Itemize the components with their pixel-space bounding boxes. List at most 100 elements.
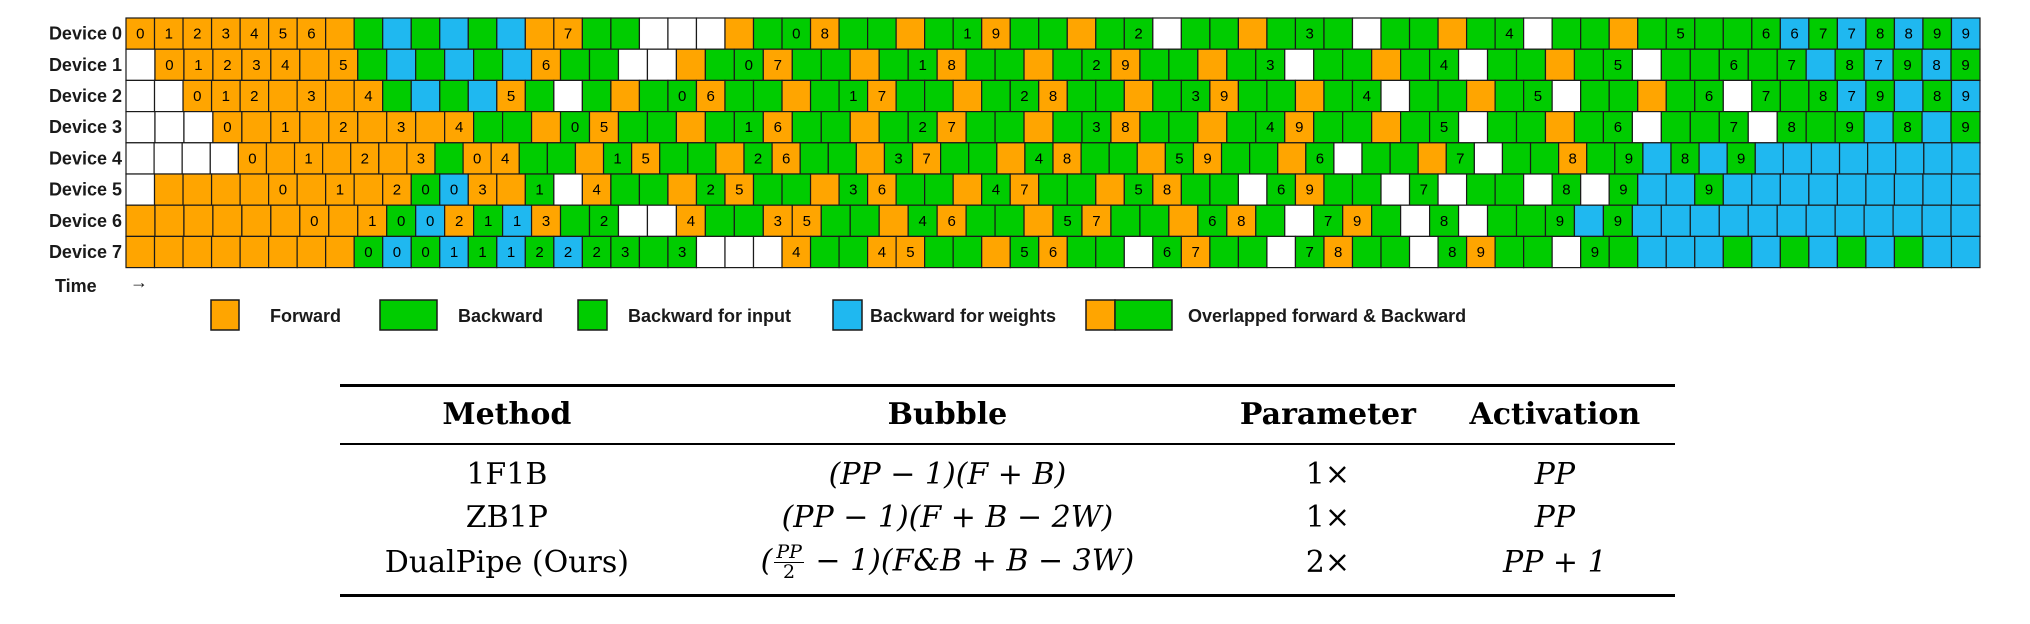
forward-cell (154, 204, 185, 237)
backward-weights-cell (1863, 48, 1894, 82)
empty-cell (1457, 204, 1489, 237)
microbatch-label: 4 (1035, 150, 1043, 167)
backward-cell (1255, 110, 1286, 144)
backward-cell (952, 235, 983, 269)
bubble-fraction-numerator: PP (774, 541, 804, 563)
device-label: Device 3 (49, 117, 122, 137)
backward-cell (1573, 48, 1605, 82)
empty-cell (1631, 110, 1662, 144)
backward-cell (965, 204, 996, 237)
backward-cell (1486, 204, 1518, 237)
microbatch-label: 2 (1020, 88, 1028, 105)
empty-cell (1631, 48, 1662, 82)
backward-cell (1342, 48, 1373, 82)
microbatch-label: 0 (571, 119, 579, 136)
empty-cell (695, 17, 726, 50)
backward-cell (1380, 17, 1411, 50)
backward-weights-cell (1782, 142, 1813, 175)
backward-cell (1095, 79, 1125, 113)
microbatch-label: 7 (1191, 244, 1199, 261)
backward-weights-cell (1754, 142, 1784, 175)
empty-cell (1551, 235, 1582, 269)
empty-cell (617, 48, 649, 82)
backward-weights-cell (496, 17, 526, 50)
microbatch-label: 9 (1295, 119, 1303, 136)
empty-cell (153, 79, 184, 113)
microbatch-label: 9 (1556, 213, 1564, 230)
forward-cell (325, 79, 355, 113)
parameter-cell: 1× (1305, 457, 1350, 492)
microbatch-label: 8 (1448, 244, 1456, 261)
parameter-cell: 2× (1305, 544, 1350, 580)
backward-cell (1052, 48, 1083, 82)
microbatch-label: 1 (745, 119, 753, 136)
backward-cell (1197, 204, 1228, 237)
microbatch-label: 3 (774, 213, 782, 230)
backward-weights-cell (1863, 110, 1894, 144)
comparison-table-container: Method Bubble Parameter Activation 1F1B … (340, 384, 1675, 597)
backward-cell (1573, 110, 1605, 144)
empty-cell (125, 110, 156, 144)
backward-cell (981, 79, 1011, 113)
backward-weights-cell (1863, 204, 1894, 237)
microbatch-label: 3 (678, 244, 686, 261)
microbatch-label: 4 (364, 88, 372, 105)
legend-overlapped-forward-swatch (1085, 299, 1116, 331)
forward-cell (1123, 79, 1154, 113)
empty-cell (125, 48, 156, 82)
backward-cell (1400, 110, 1431, 144)
activation-cell: PP (1534, 500, 1576, 535)
backward-weights-cell (1660, 204, 1691, 237)
microbatch-label: 1 (918, 57, 926, 74)
microbatch-label: 8 (1049, 88, 1057, 105)
empty-cell (1747, 110, 1778, 144)
backward-cell (1637, 17, 1667, 50)
forward-cell (353, 173, 384, 206)
microbatch-label: 9 (1903, 57, 1911, 74)
microbatch-label: 7 (878, 88, 886, 105)
legend-backward-swatch (379, 299, 438, 331)
backward-cell (473, 110, 504, 144)
microbatch-label: 6 (1316, 150, 1324, 167)
microbatch-label: 0 (393, 244, 401, 261)
backward-weights-cell (1922, 173, 1953, 206)
empty-cell (1457, 48, 1489, 82)
empty-cell (1351, 17, 1382, 50)
forward-cell (350, 142, 380, 175)
microbatch-label: 6 (1049, 244, 1057, 261)
microbatch-label: 1 (194, 57, 202, 74)
backward-cell (1950, 48, 1981, 82)
backward-cell (827, 142, 857, 175)
microbatch-label: 1 (613, 150, 621, 167)
backward-weights-cell (1838, 142, 1869, 175)
forward-cell (183, 48, 214, 82)
microbatch-label: 8 (1569, 150, 1577, 167)
microbatch-label: 4 (1363, 88, 1371, 105)
backward-cell (1689, 110, 1720, 144)
microbatch-label: 2 (455, 213, 463, 230)
empty-cell (154, 110, 185, 144)
microbatch-label: 8 (1932, 57, 1940, 74)
backward-cell (1400, 48, 1431, 82)
backward-cell (1209, 173, 1240, 206)
backward-cell (1437, 79, 1468, 113)
backward-cell (1494, 235, 1525, 269)
forward-cell (695, 79, 726, 113)
bubble-fraction: PP 2 (774, 543, 804, 582)
microbatch-label: 6 (307, 26, 315, 43)
microbatch-label: 7 (1762, 88, 1770, 105)
forward-cell (293, 142, 324, 175)
method-cell: DualPipe (Ours) (384, 544, 629, 580)
legend-forward-label: Forward (270, 306, 341, 326)
microbatch-label: 5 (906, 244, 914, 261)
forward-cell (849, 110, 880, 144)
microbatch-label: 6 (1277, 182, 1285, 199)
backward-cell (924, 17, 954, 50)
header-parameter: Parameter (1239, 397, 1416, 432)
empty-cell (1266, 235, 1297, 269)
backward-weights-cell (1808, 235, 1838, 269)
forward-cell (1437, 17, 1468, 50)
header-method: Method (442, 397, 572, 432)
backward-cell (1108, 142, 1138, 175)
forward-cell (895, 235, 926, 269)
